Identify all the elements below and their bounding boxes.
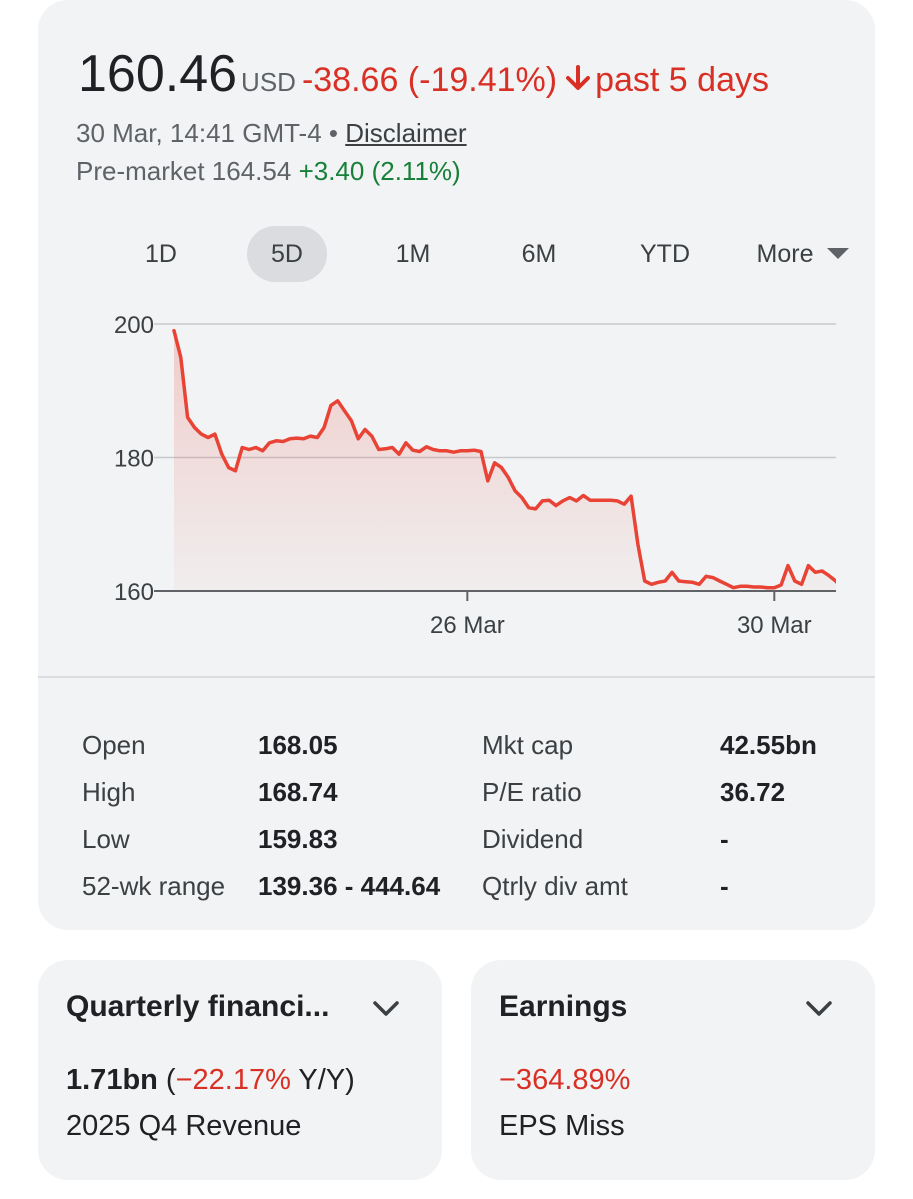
stat-row-52wk: 52-wk range 139.36 - 444.64 (82, 863, 440, 910)
price-chart[interactable]: 200 180 160 26 Mar 30 Mar (76, 300, 836, 650)
y-tick-label: 160 (114, 579, 154, 606)
stat-value: 139.36 - 444.64 (258, 871, 441, 901)
timestamp-row: 30 Mar, 14:41 GMT-4 • Disclaimer (76, 118, 467, 149)
paren-open: ( (157, 1064, 176, 1096)
x-tick-label: 26 Mar (430, 612, 505, 639)
earnings-subtitle: EPS Miss (499, 1110, 625, 1142)
arrow-down-icon (565, 65, 591, 98)
tab-more[interactable]: More (738, 226, 868, 282)
change-period: past 5 days (595, 61, 769, 99)
price-change: -38.66 (-19.41%) (301, 61, 558, 99)
stat-label: Dividend (482, 824, 584, 854)
chart-area-fill (174, 330, 836, 591)
revenue-value: 1.71bn (66, 1064, 158, 1096)
y-tick-label: 180 (114, 446, 154, 473)
x-tick-label: 30 Mar (737, 612, 812, 639)
eps-surprise: −364.89% (499, 1064, 631, 1096)
divider (38, 676, 875, 678)
stat-row-dividend: Dividend - (482, 816, 729, 863)
chart-y-axis: 200 180 160 (114, 312, 154, 606)
stat-value: - (720, 824, 729, 854)
premarket-price: Pre-market 164.54 (76, 156, 292, 186)
chevron-down-icon[interactable] (372, 1000, 400, 1023)
stat-label: Open (82, 730, 146, 760)
financials-title: Quarterly financi... (66, 990, 330, 1023)
stat-row-qtrly-div: Qtrly div amt - (482, 863, 729, 910)
stat-value: 168.74 (258, 777, 338, 807)
revenue-change-suffix: Y/Y) (290, 1064, 355, 1096)
stat-label: Low (82, 824, 130, 854)
chart-price-line (172, 328, 836, 590)
range-tabs: 1D 5D 1M 6M YTD More (76, 226, 856, 282)
tab-1m[interactable]: 1M (395, 239, 431, 268)
current-price: 160.46 (78, 45, 238, 103)
stock-summary-card: 160.46 USD -38.66 (-19.41%) past 5 days 30 … (38, 0, 875, 930)
stat-row-low: Low 159.83 (82, 816, 338, 863)
stat-row-open: Open 168.05 (82, 722, 338, 769)
stat-value: 42.55bn (720, 730, 817, 760)
tab-1d[interactable]: 1D (145, 239, 177, 268)
stat-value: - (720, 871, 729, 901)
timestamp: 30 Mar, 14:41 GMT-4 (76, 118, 322, 148)
stat-value: 36.72 (720, 777, 786, 807)
stat-value: 159.83 (258, 824, 338, 854)
currency: USD (241, 67, 296, 97)
y-tick-label: 200 (114, 312, 154, 339)
revenue-change: −22.17% (175, 1064, 291, 1096)
disclaimer-link[interactable]: Disclaimer (345, 118, 467, 148)
separator-dot: • (328, 118, 339, 148)
stat-row-mktcap: Mkt cap 42.55bn (482, 722, 817, 769)
premarket-row: Pre-market 164.54 +3.40 (2.11%) (76, 156, 461, 187)
stat-row-high: High 168.74 (82, 769, 338, 816)
price-row: 160.46 USD -38.66 (-19.41%) past 5 days (78, 44, 769, 104)
stat-row-pe: P/E ratio 36.72 (482, 769, 785, 816)
stat-label: 52-wk range (82, 871, 226, 901)
earnings-title: Earnings (499, 990, 628, 1023)
tab-6m[interactable]: 6M (521, 239, 557, 268)
stats-left-column: Open 168.05 High 168.74 Low 159.83 52-wk ra… (82, 722, 440, 910)
chart-x-axis: 26 Mar 30 Mar (430, 591, 812, 639)
tab-more-label: More (756, 239, 814, 268)
stat-label: Mkt cap (482, 730, 574, 760)
financials-subtitle: 2025 Q4 Revenue (66, 1110, 302, 1142)
premarket-change: +3.40 (2.11%) (298, 156, 461, 186)
stat-value: 168.05 (258, 730, 338, 760)
stats-right-column: Mkt cap 42.55bn P/E ratio 36.72 Dividend - … (482, 722, 817, 910)
chevron-down-icon[interactable] (805, 1000, 833, 1023)
tab-ytd[interactable]: YTD (640, 239, 690, 268)
stat-label: P/E ratio (482, 777, 582, 807)
stat-label: Qtrly div amt (482, 871, 628, 901)
earnings-value-row: −364.89% (499, 1064, 630, 1097)
earnings-card[interactable]: Earnings −364.89% EPS Miss (471, 960, 875, 1180)
financials-value-row: 1.71bn (−22.17% Y/Y) (66, 1064, 355, 1097)
stat-label: High (82, 777, 136, 807)
quarterly-financials-card[interactable]: Quarterly financi... 1.71bn (−22.17% Y/Y… (38, 960, 442, 1180)
dropdown-arrow-icon (827, 248, 850, 260)
tab-5d[interactable]: 5D (247, 226, 327, 282)
